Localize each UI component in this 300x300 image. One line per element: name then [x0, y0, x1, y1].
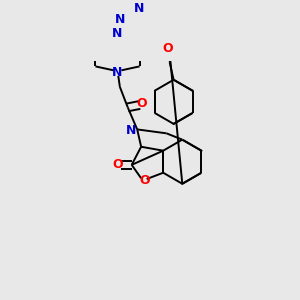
Text: N: N [126, 124, 136, 137]
Text: N: N [112, 66, 123, 79]
Text: N: N [115, 14, 125, 26]
Text: O: O [139, 174, 150, 187]
Text: O: O [136, 97, 147, 110]
Text: N: N [112, 27, 123, 40]
Text: O: O [162, 42, 172, 55]
Text: N: N [134, 2, 144, 15]
Text: O: O [112, 158, 123, 171]
